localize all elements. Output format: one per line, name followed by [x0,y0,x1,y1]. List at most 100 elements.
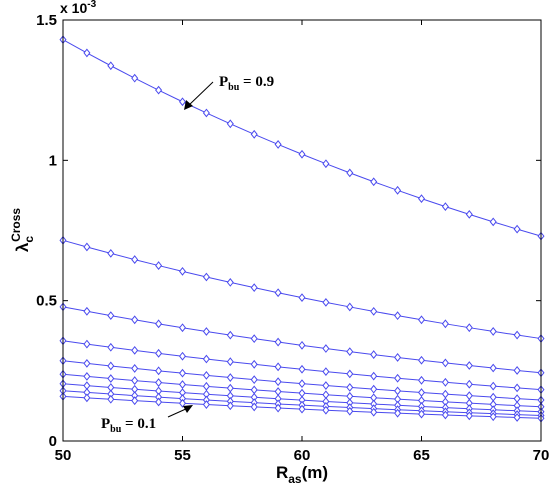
series-6-marker-10 [274,387,282,396]
series-6-marker-11 [298,388,306,398]
series-1-marker-17 [441,202,449,212]
series-1-marker-8 [226,119,234,129]
series-9-marker-19 [489,412,497,422]
series-4-marker-11 [298,364,306,374]
series-9-marker-20 [513,413,521,422]
series-2-marker-7 [202,272,210,282]
series-2-marker-17 [441,319,449,329]
series-5-marker-19 [489,392,497,402]
y-axis-label: λcCross [9,208,36,252]
series-3-marker-5 [155,319,163,329]
x-tick-label-2: 55 [174,447,191,464]
series-3-marker-7 [202,327,210,336]
annotation-high-sub: bu [228,82,240,93]
series-4-marker-9 [250,359,258,369]
series-3-marker-15 [394,353,402,362]
y-tick-label-1: 0 [49,433,57,450]
series-1-marker-20 [513,224,521,234]
series-3-marker-20 [513,366,521,375]
series-2-marker-11 [298,293,306,303]
series-2-marker-14 [370,306,378,316]
series-3-marker-17 [441,358,449,368]
x-tick-label-5: 70 [533,447,550,464]
series-5-marker-3 [107,361,115,371]
x-tick-label-4: 65 [413,447,430,464]
x-tick-label-1: 50 [55,447,72,464]
series-4-marker-13 [346,369,354,379]
series-5-marker-11 [298,379,306,389]
series-2-marker-13 [346,302,354,312]
y-tick-label-2: 0.5 [36,293,57,310]
series-6-marker-5 [155,378,163,387]
series-9-marker-7 [202,400,210,409]
series-9-marker-18 [465,411,473,421]
series-3-marker-12 [322,344,330,353]
series-3-marker-2 [83,306,91,316]
series-4-marker-14 [370,371,378,381]
series-1-marker-16 [417,194,426,204]
series-9-marker-8 [226,401,234,411]
series-9-marker-9 [250,402,258,412]
series-5-marker-5 [155,366,163,376]
series-3-marker-9 [250,334,258,344]
series-9-marker-12 [322,405,330,415]
series-6-marker-8 [226,383,234,393]
series-5-marker-6 [178,368,187,378]
series-1-marker-5 [155,85,163,95]
series-2-marker-6 [178,266,187,276]
annotation-high-label: Pbu = 0.9 [219,74,274,93]
series-9-marker-4 [131,396,139,406]
series-2-marker-4 [131,255,139,264]
series-3-marker-8 [226,330,234,340]
x-label-sub: as [288,472,302,486]
series-9-marker-13 [346,406,354,416]
series-2-marker-12 [322,297,330,307]
series-2-marker-19 [489,327,497,336]
series-1 [59,35,545,241]
series-1-marker-6 [178,97,187,107]
y-tick-label-3: 1 [49,152,57,169]
series-5-marker-9 [250,375,258,385]
series-5-marker-14 [370,384,378,394]
series-1-marker-14 [370,177,378,187]
y-label-sup: Cross [9,208,23,242]
series-3-marker-11 [298,340,306,350]
series-3-marker-18 [465,361,473,370]
series-1-line [62,39,542,237]
y-exponent-prefix: x 10 [60,0,87,16]
series-2-marker-16 [417,315,426,325]
series-6-marker-7 [202,381,210,391]
series-3-marker-6 [178,323,187,333]
series-3 [59,302,545,378]
series-9 [59,391,545,423]
series-5-marker-15 [394,386,402,396]
series-1-marker-7 [202,108,210,118]
series-2-marker-15 [394,311,402,321]
series-1-marker-15 [394,185,402,195]
series-1-marker-18 [465,209,473,219]
annotation-low-arrow-line [167,407,189,418]
series-4-marker-19 [489,381,497,391]
series-2-marker-20 [513,330,521,340]
series-4-marker-7 [202,354,210,364]
series-5-marker-20 [513,394,521,404]
series-4-marker-8 [226,357,234,367]
series-4 [59,336,545,395]
series-9-marker-10 [274,403,282,413]
series-1-marker-9 [250,129,258,139]
series-5-marker-4 [131,364,139,373]
series-4-marker-5 [155,348,163,358]
series-5-marker-13 [346,382,354,392]
series-2-marker-8 [226,278,234,287]
y-tick-label-4: 1.5 [36,12,57,29]
series-4-marker-12 [322,367,330,377]
series-5-marker-7 [202,370,210,380]
annotation-low-main: P [101,416,110,432]
series-5-marker-17 [441,389,449,399]
series-4-marker-18 [465,379,473,389]
series-3-marker-13 [346,347,354,357]
annotation-high: Pbu = 0.9 [184,74,274,110]
series-2-marker-3 [107,248,115,258]
series-1-marker-11 [298,149,306,159]
series-2-marker-5 [155,261,163,270]
